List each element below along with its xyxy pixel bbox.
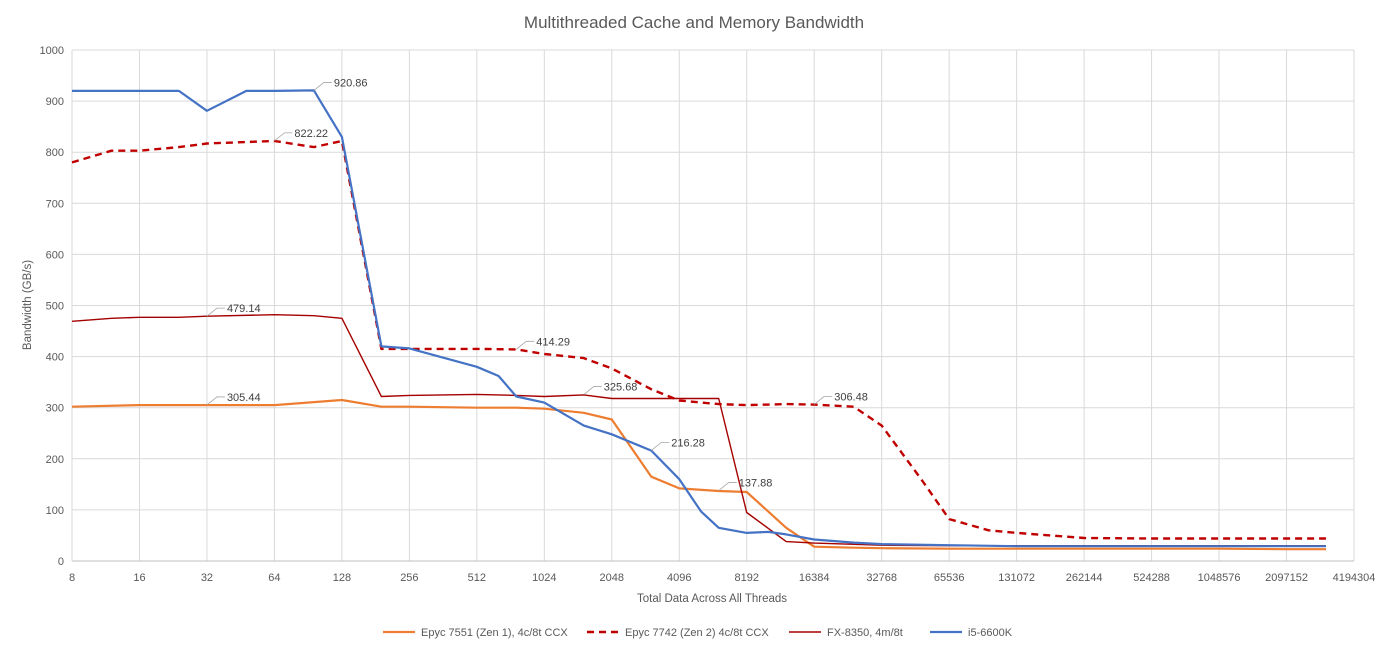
data-label: 822.22 [294,128,328,140]
legend-label: Epyc 7551 (Zen 1), 4c/8t CCX [421,627,568,639]
x-tick-label: 4096 [667,572,691,584]
x-axis-title: Total Data Across All Threads [637,593,787,605]
x-tick-label: 8 [69,572,75,584]
y-tick-label: 200 [46,454,64,466]
data-label: 414.29 [536,336,570,348]
legend-label: i5-6600K [968,627,1013,639]
gridlines [71,49,1355,562]
x-tick-label: 512 [468,572,486,584]
y-tick-label: 100 [46,505,64,517]
x-tick-label: 65536 [934,572,965,584]
leader-line [274,132,293,142]
series-line-0 [71,398,1326,551]
y-tick-label: 700 [46,198,64,210]
data-label: 920.86 [334,77,368,89]
y-tick-label: 400 [46,352,64,364]
y-tick-label: 600 [46,249,64,261]
chart-title: Multithreaded Cache and Memory Bandwidth [524,13,864,32]
legend-label: Epyc 7742 (Zen 2) 4c/8t CCX [625,627,769,639]
x-tick-label: 16 [133,572,145,584]
legend: Epyc 7551 (Zen 1), 4c/8t CCX Epyc 7742 (Z… [383,627,1013,639]
x-tick-label: 1048576 [1198,572,1241,584]
data-label: 479.14 [227,303,261,315]
data-labels: 920.86 822.22 479.14 305.44 414.29 325.68 306.… [206,77,868,491]
x-tick-label: 262144 [1066,572,1103,584]
x-tick-label: 32768 [866,572,897,584]
y-tick-label: 300 [46,403,64,415]
x-tick-label: 524288 [1133,572,1170,584]
x-tick-label: 8192 [734,572,758,584]
data-label: 137.88 [739,478,773,490]
y-tick-label: 900 [46,96,64,108]
data-label: 305.44 [227,392,261,404]
x-tick-label: 1024 [532,572,556,584]
leader-line [813,395,833,405]
y-tick-label: 800 [46,147,64,159]
leader-line [206,307,225,317]
x-tick-label: 2097152 [1265,572,1308,584]
leader-line [313,82,332,91]
y-tick-label: 1000 [40,45,64,57]
x-tick-label: 256 [400,572,418,584]
x-tick-label: 2048 [600,572,624,584]
x-axis-ticks: 8 16 32 64 128 256 512 1024 2048 4096 8192 16384 327… [69,572,1375,584]
series-line-1 [71,139,1326,540]
x-tick-label: 32 [201,572,213,584]
data-label: 325.68 [604,382,638,394]
x-tick-label: 128 [333,572,351,584]
data-label: 216.28 [671,437,705,449]
data-label: 306.48 [834,391,868,403]
leader-line [206,396,225,406]
series-line-3 [72,89,1326,548]
leader-line [583,386,602,395]
leader-line [516,340,535,350]
leader-line [651,442,670,451]
y-tick-label: 500 [46,301,64,313]
series-lines [71,89,1326,551]
x-tick-label: 64 [268,572,280,584]
leader-line [718,482,737,491]
y-axis-ticks: 0 100 200 300 400 500 600 700 800 900 1000 [40,45,64,568]
y-tick-label: 0 [58,556,64,568]
x-tick-label: 16384 [799,572,830,584]
legend-label: FX-8350, 4m/8t [827,627,903,639]
x-tick-label: 4194304 [1333,572,1376,584]
x-tick-label: 131072 [998,572,1035,584]
y-axis-title: Bandwidth (GB/s) [22,260,34,350]
